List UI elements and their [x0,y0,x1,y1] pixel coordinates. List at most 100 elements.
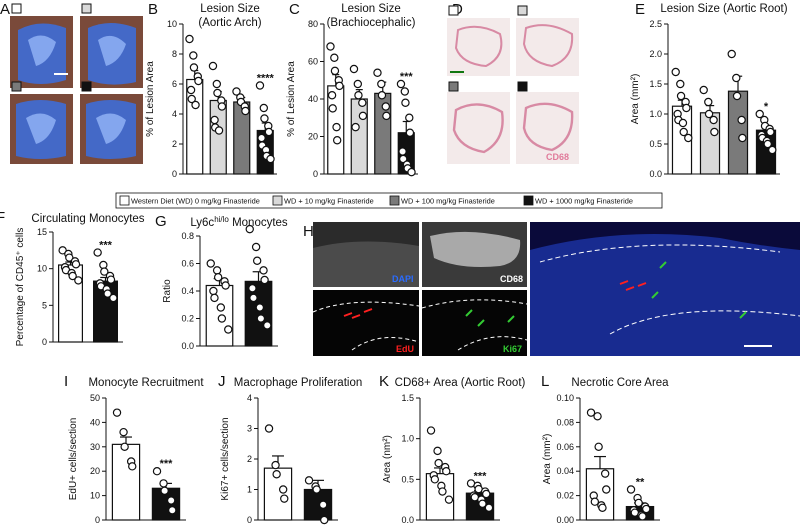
data-point [398,147,407,156]
data-point [405,113,414,122]
data-point [709,115,718,125]
chart-title: Lesion Size [341,3,400,15]
legend-label-3: WD + 1000 mg/kg Finasteride [535,197,633,206]
y-axis-label: % of Lesion Area [286,61,297,137]
chart-k: K CD68+ Area (Aortic Root) 0.0 0.5 1.0 1.5 Are… [379,373,526,525]
y-tick-label: 10 [90,491,100,501]
y-axis-label: Ratio [162,279,173,303]
data-point [598,503,607,512]
data-point [214,126,224,135]
panel-letter-k: K [379,373,389,390]
y-axis-label: Area (nm²) [382,435,393,483]
data-point [478,499,487,508]
data-point [326,42,335,51]
data-point [194,76,203,86]
legend-label-1: WD + 10 mg/kg Finasteride [284,197,374,206]
data-point [400,87,410,96]
data-point [401,98,410,107]
data-point [241,106,250,116]
data-point [642,504,651,514]
data-point [256,314,266,323]
data-point [320,515,329,525]
data-point [732,73,741,83]
data-point [272,470,281,479]
bar-i-0 [111,443,141,521]
bar-c-10 [350,98,368,175]
data-point [232,87,241,96]
bar-g-1000 [244,280,273,347]
legend-swatch-0 [119,195,130,206]
data-point [187,94,196,104]
data-point [263,321,272,330]
y-tick-label: 0.08 [556,417,574,427]
data-point [430,475,440,484]
data-point [763,139,772,149]
y-tick-label: 0 [95,515,100,525]
panel-h-images: H DAPI CD68 EdU Ki67 [303,222,800,356]
data-point [638,512,647,521]
data-point [405,128,415,137]
data-point [399,154,408,164]
data-point [381,102,390,111]
chart-title: Necrotic Core Area [571,377,669,389]
y-tick-label: 2 [247,454,252,464]
y-tick-label: 1.5 [401,393,414,403]
chart-subtitle: (Brachiocephalic) [327,17,416,29]
data-point [373,68,382,77]
data-point [593,412,602,421]
data-point [377,79,386,89]
data-point [58,246,67,255]
chart-title: Ly6chi/lo Monocytes [190,215,288,230]
data-point [634,498,643,508]
data-point [248,284,257,293]
data-point [112,408,122,417]
significance-marker: **** [257,73,275,85]
data-point [682,103,691,113]
data-point [224,325,233,334]
data-point [626,485,636,494]
y-tick-label: 1.5 [649,79,662,89]
data-point [251,242,261,252]
y-tick-label: 2.0 [649,49,662,59]
data-point [704,109,714,119]
data-point [264,127,274,137]
y-tick-label: 60 [308,57,318,67]
data-point [255,81,265,90]
significance-marker: *** [400,71,414,83]
legend: Western Diet (WD) 0 mg/kg Finasteride WD… [115,192,663,209]
data-point [433,446,442,456]
data-point [332,122,341,132]
dapi-label: DAPI [392,274,414,284]
data-point [185,34,194,44]
data-point [732,91,742,101]
group-key-box-0 [11,3,22,14]
ki67-image [422,290,527,356]
data-point [266,154,275,164]
y-tick-label: 2 [172,139,177,149]
data-point [699,85,708,95]
data-point [103,289,112,298]
data-point [208,61,218,71]
y-axis-label: Ki67+ cells/section [220,417,231,500]
y-tick-label: 10 [167,19,177,29]
legend-item-0: Western Diet (WD) 0 mg/kg Finasteride [119,195,260,206]
chart-title: Lesion Size (Aortic Root) [660,3,787,15]
data-point [382,111,391,121]
y-tick-label: 80 [308,19,318,29]
y-axis-label: % of Lesion Area [145,61,156,137]
data-point [259,266,268,275]
data-point [245,224,254,234]
y-tick-label: 0.2 [181,314,194,324]
data-point [210,293,219,303]
bar-j-1000 [303,488,333,521]
y-tick-label: 0.8 [181,231,194,241]
edu-image [313,290,419,356]
data-point [738,133,747,143]
data-point [209,286,218,296]
data-point [264,424,274,433]
y-tick-label: 20 [90,466,100,476]
panel-letter-j: J [218,373,226,390]
y-tick-label: 15 [37,227,47,237]
data-point [434,458,443,468]
y-axis-label: Area (mm²) [630,74,641,125]
